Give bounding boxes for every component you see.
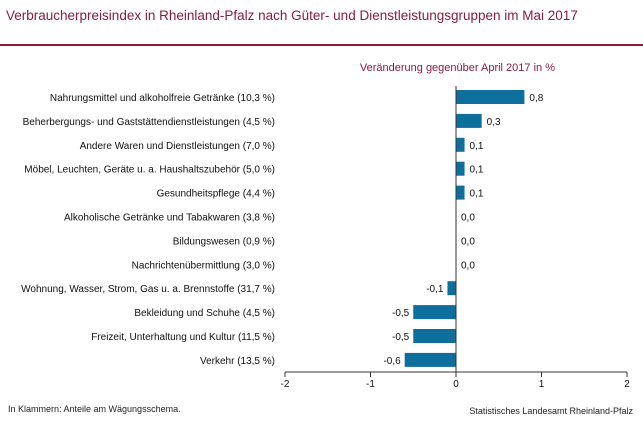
category-label: Wohnung, Wasser, Strom, Gas u. a. Brenns… xyxy=(21,284,275,295)
data-label: 0,0 xyxy=(461,236,475,247)
category-label: Nahrungsmittel und alkoholfreie Getränke… xyxy=(50,93,275,104)
category-label: Bekleidung und Schuhe (4,5 %) xyxy=(134,308,275,319)
data-label: -0,6 xyxy=(383,356,401,367)
footnote: In Klammern: Anteile am Wägungsschema. xyxy=(8,404,181,414)
category-label: Verkehr (13,5 %) xyxy=(200,356,275,367)
x-tick-label: -1 xyxy=(366,379,375,390)
data-label: 0,8 xyxy=(529,93,543,104)
data-label: 0,0 xyxy=(461,213,475,224)
category-label: Bildungswesen (0,9 %) xyxy=(173,236,275,247)
bar xyxy=(456,137,465,152)
x-tick-label: 2 xyxy=(624,379,630,390)
x-tick-label: 1 xyxy=(539,379,545,390)
bar xyxy=(404,352,456,367)
data-label: 0,3 xyxy=(487,117,501,128)
data-label: -0,1 xyxy=(426,284,444,295)
bar xyxy=(447,281,456,296)
bar-chart: Veränderung gegenüber April 2017 in % Na… xyxy=(21,62,630,390)
category-label: Beherbergungs- und Gaststättendienstleis… xyxy=(23,117,275,128)
category-label: Andere Waren und Dienstleistungen (7,0 %… xyxy=(80,141,275,152)
bar xyxy=(456,113,482,128)
category-labels-group: Nahrungsmittel und alkoholfreie Getränke… xyxy=(21,93,275,367)
data-label: 0,0 xyxy=(461,260,475,271)
bars-group xyxy=(404,90,525,367)
bar xyxy=(413,305,456,320)
data-label: 0,1 xyxy=(470,165,484,176)
x-tick-label: -2 xyxy=(281,379,290,390)
bar xyxy=(456,185,465,200)
bar xyxy=(413,329,456,343)
category-label: Alkoholische Getränke und Tabakwaren (3,… xyxy=(64,213,275,224)
chart-panel: Veränderung gegenüber April 2017 in % Na… xyxy=(0,46,643,422)
data-label: -0,5 xyxy=(392,308,410,319)
data-label: 0,1 xyxy=(470,141,484,152)
chart-title: Verbraucherpreisindex in Rheinland-Pfalz… xyxy=(6,8,578,23)
data-label: -0,5 xyxy=(392,332,410,343)
x-tick-label: 0 xyxy=(453,379,459,390)
data-label: 0,1 xyxy=(470,189,484,200)
source-credit: Statistisches Landesamt Rheinland-Pfalz xyxy=(469,406,633,416)
category-label: Möbel, Leuchten, Geräte u. a. Haushaltsz… xyxy=(24,165,275,176)
x-axis: -2 -1 0 1 2 xyxy=(281,86,630,390)
value-axis-label: Veränderung gegenüber April 2017 in % xyxy=(360,62,555,74)
data-labels-group: 0,8 0,3 0,1 0,1 0,1 0,0 0,0 0,0 -0,1 -0,5 -0,5 -0,6 xyxy=(383,93,543,367)
category-label: Freizeit, Unterhaltung und Kultur (11,5 … xyxy=(91,332,275,343)
bar xyxy=(456,90,525,104)
category-label: Nachrichtenübermittlung (3,0 %) xyxy=(132,260,275,271)
bar xyxy=(456,161,465,176)
title-divider xyxy=(0,44,643,46)
category-label: Gesundheitspflege (4,4 %) xyxy=(157,189,275,200)
